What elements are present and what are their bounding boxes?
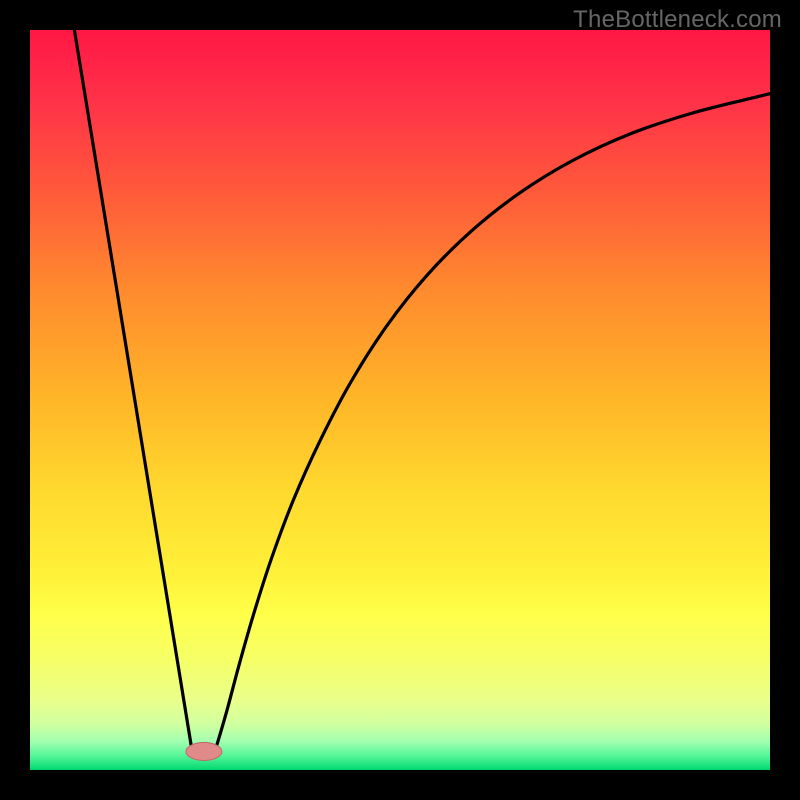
plot-gradient-background	[30, 30, 770, 770]
optimal-marker	[186, 743, 222, 761]
bottleneck-chart	[0, 0, 800, 800]
chart-container: TheBottleneck.com	[0, 0, 800, 800]
watermark-text: TheBottleneck.com	[573, 6, 782, 34]
